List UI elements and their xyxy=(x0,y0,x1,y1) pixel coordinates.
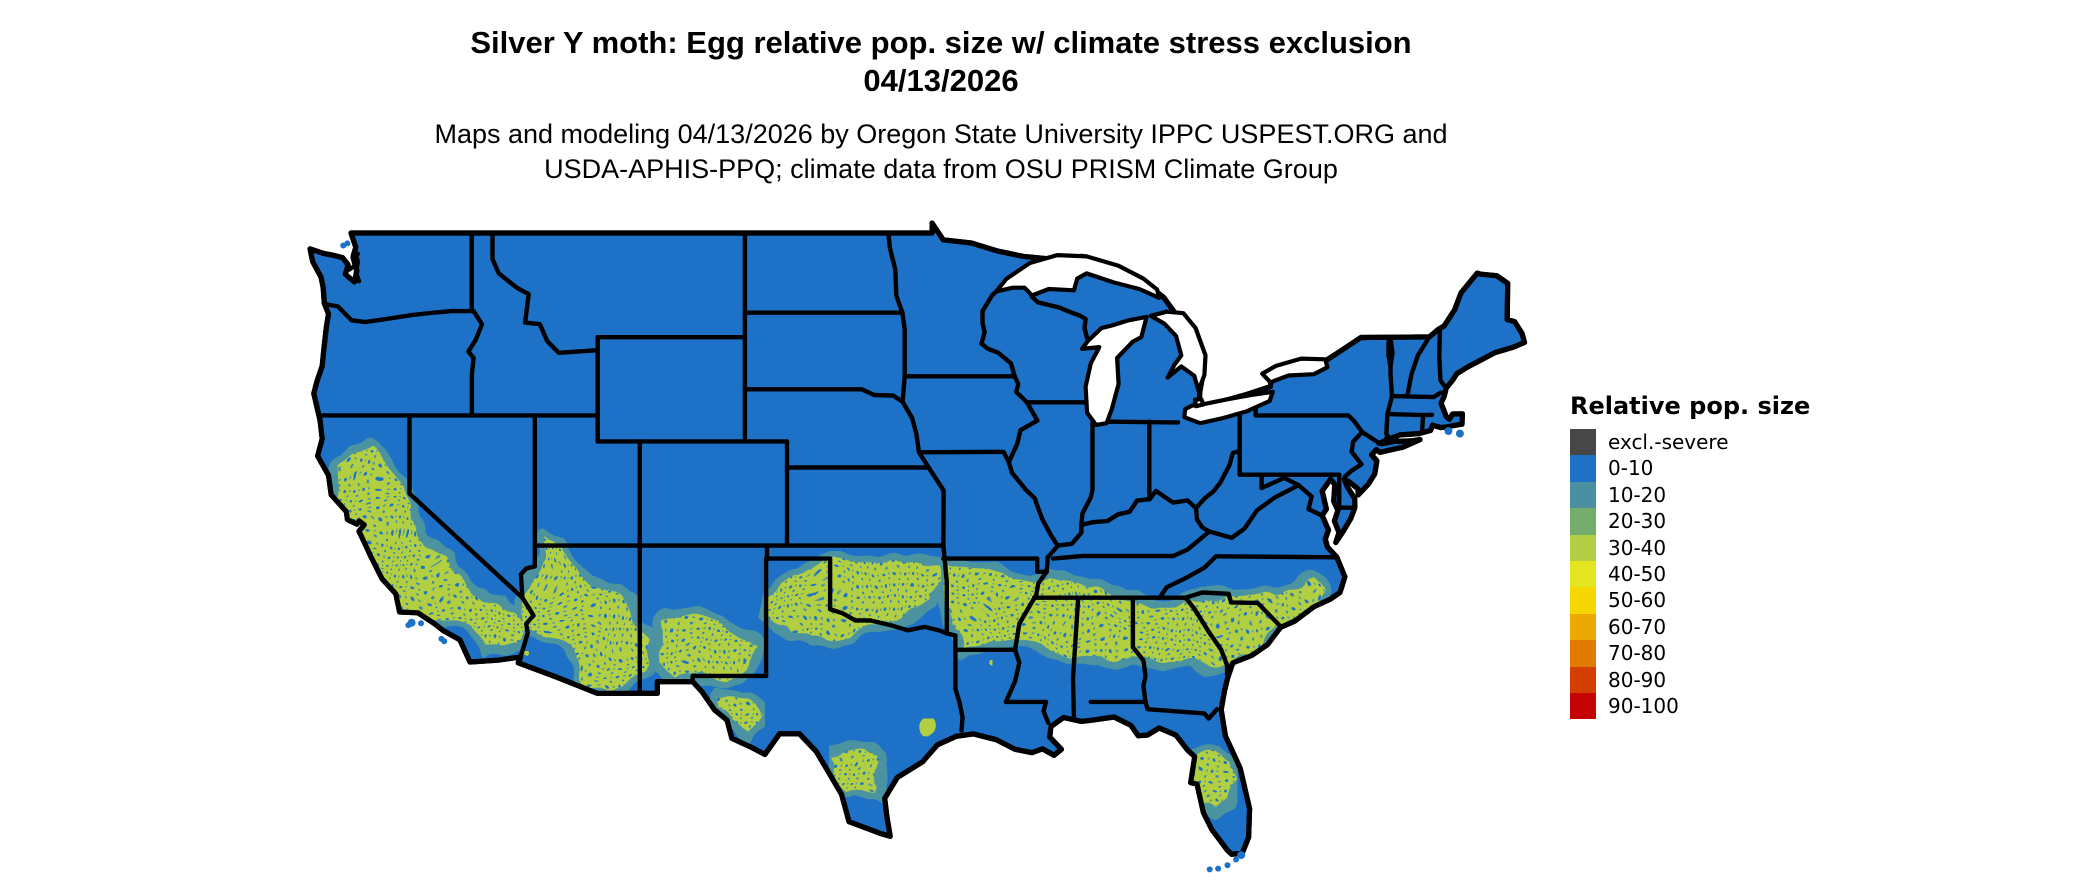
legend-swatch-20-30 xyxy=(1570,508,1596,535)
legend-swatch-60-70 xyxy=(1570,613,1596,641)
legend: Relative pop. size excl.-severe 0-10 10-20… xyxy=(1570,392,1811,720)
us-coastline xyxy=(307,220,1528,857)
legend-row: 80-90 xyxy=(1570,666,1810,693)
legend-label: 30-40 xyxy=(1608,535,1667,560)
legend-label: 10-20 xyxy=(1608,482,1667,507)
legend-row: 10-20 xyxy=(1570,481,1810,509)
title-date: 04/13/2026 xyxy=(863,63,1019,98)
legend-row: 50-60 xyxy=(1570,587,1810,614)
legend-swatch-50-60 xyxy=(1570,587,1596,614)
us-landmass xyxy=(307,220,1528,857)
figure-subtitle: Maps and modeling 04/13/2026 by Oregon S… xyxy=(0,117,1882,187)
legend-swatch-40-50 xyxy=(1570,560,1596,588)
legend-row: excl.-severe xyxy=(1570,429,1810,456)
subtitle-line1: Maps and modeling 04/13/2026 by Oregon S… xyxy=(434,119,1448,149)
legend-row: 90-100 xyxy=(1570,692,1810,720)
legend-swatch-10-20 xyxy=(1570,481,1596,509)
state-borders xyxy=(317,230,1448,733)
legend-label: 90-100 xyxy=(1608,693,1679,718)
legend-row: 30-40 xyxy=(1570,534,1810,561)
legend-label: 60-70 xyxy=(1608,614,1667,639)
figure-title: Silver Y moth: Egg relative pop. size w/… xyxy=(0,24,1882,100)
legend-label: 40-50 xyxy=(1608,561,1667,586)
legend-rows: excl.-severe 0-10 10-20 20-30 30-40 40-50 50-6… xyxy=(1570,429,1810,720)
legend-swatch-excl.-severe xyxy=(1570,429,1596,456)
legend-label: excl.-severe xyxy=(1608,430,1729,454)
legend-row: 20-30 xyxy=(1570,508,1810,535)
legend-row: 70-80 xyxy=(1570,640,1810,667)
legend-title: Relative pop. size xyxy=(1570,392,1811,420)
title-line1: Silver Y moth: Egg relative pop. size w/… xyxy=(470,25,1412,60)
legend-label: 70-80 xyxy=(1608,641,1667,666)
subtitle-line2: USDA-APHIS-PPQ; climate data from OSU PR… xyxy=(544,154,1338,184)
legend-label: 50-60 xyxy=(1608,588,1667,613)
legend-row: 40-50 xyxy=(1570,560,1810,588)
islands-and-keys xyxy=(340,240,1464,873)
legend-row: 0-10 xyxy=(1570,455,1810,482)
legend-swatch-0-10 xyxy=(1570,455,1596,482)
legend-label: 0-10 xyxy=(1608,456,1654,481)
legend-swatch-30-40 xyxy=(1570,534,1596,561)
great-lakes xyxy=(994,253,1395,428)
legend-swatch-90-100 xyxy=(1570,692,1596,720)
legend-swatch-70-80 xyxy=(1570,640,1596,667)
legend-swatch-80-90 xyxy=(1570,666,1596,693)
legend-label: 80-90 xyxy=(1608,667,1667,692)
legend-label: 20-30 xyxy=(1608,509,1667,534)
legend-row: 60-70 xyxy=(1570,613,1810,641)
